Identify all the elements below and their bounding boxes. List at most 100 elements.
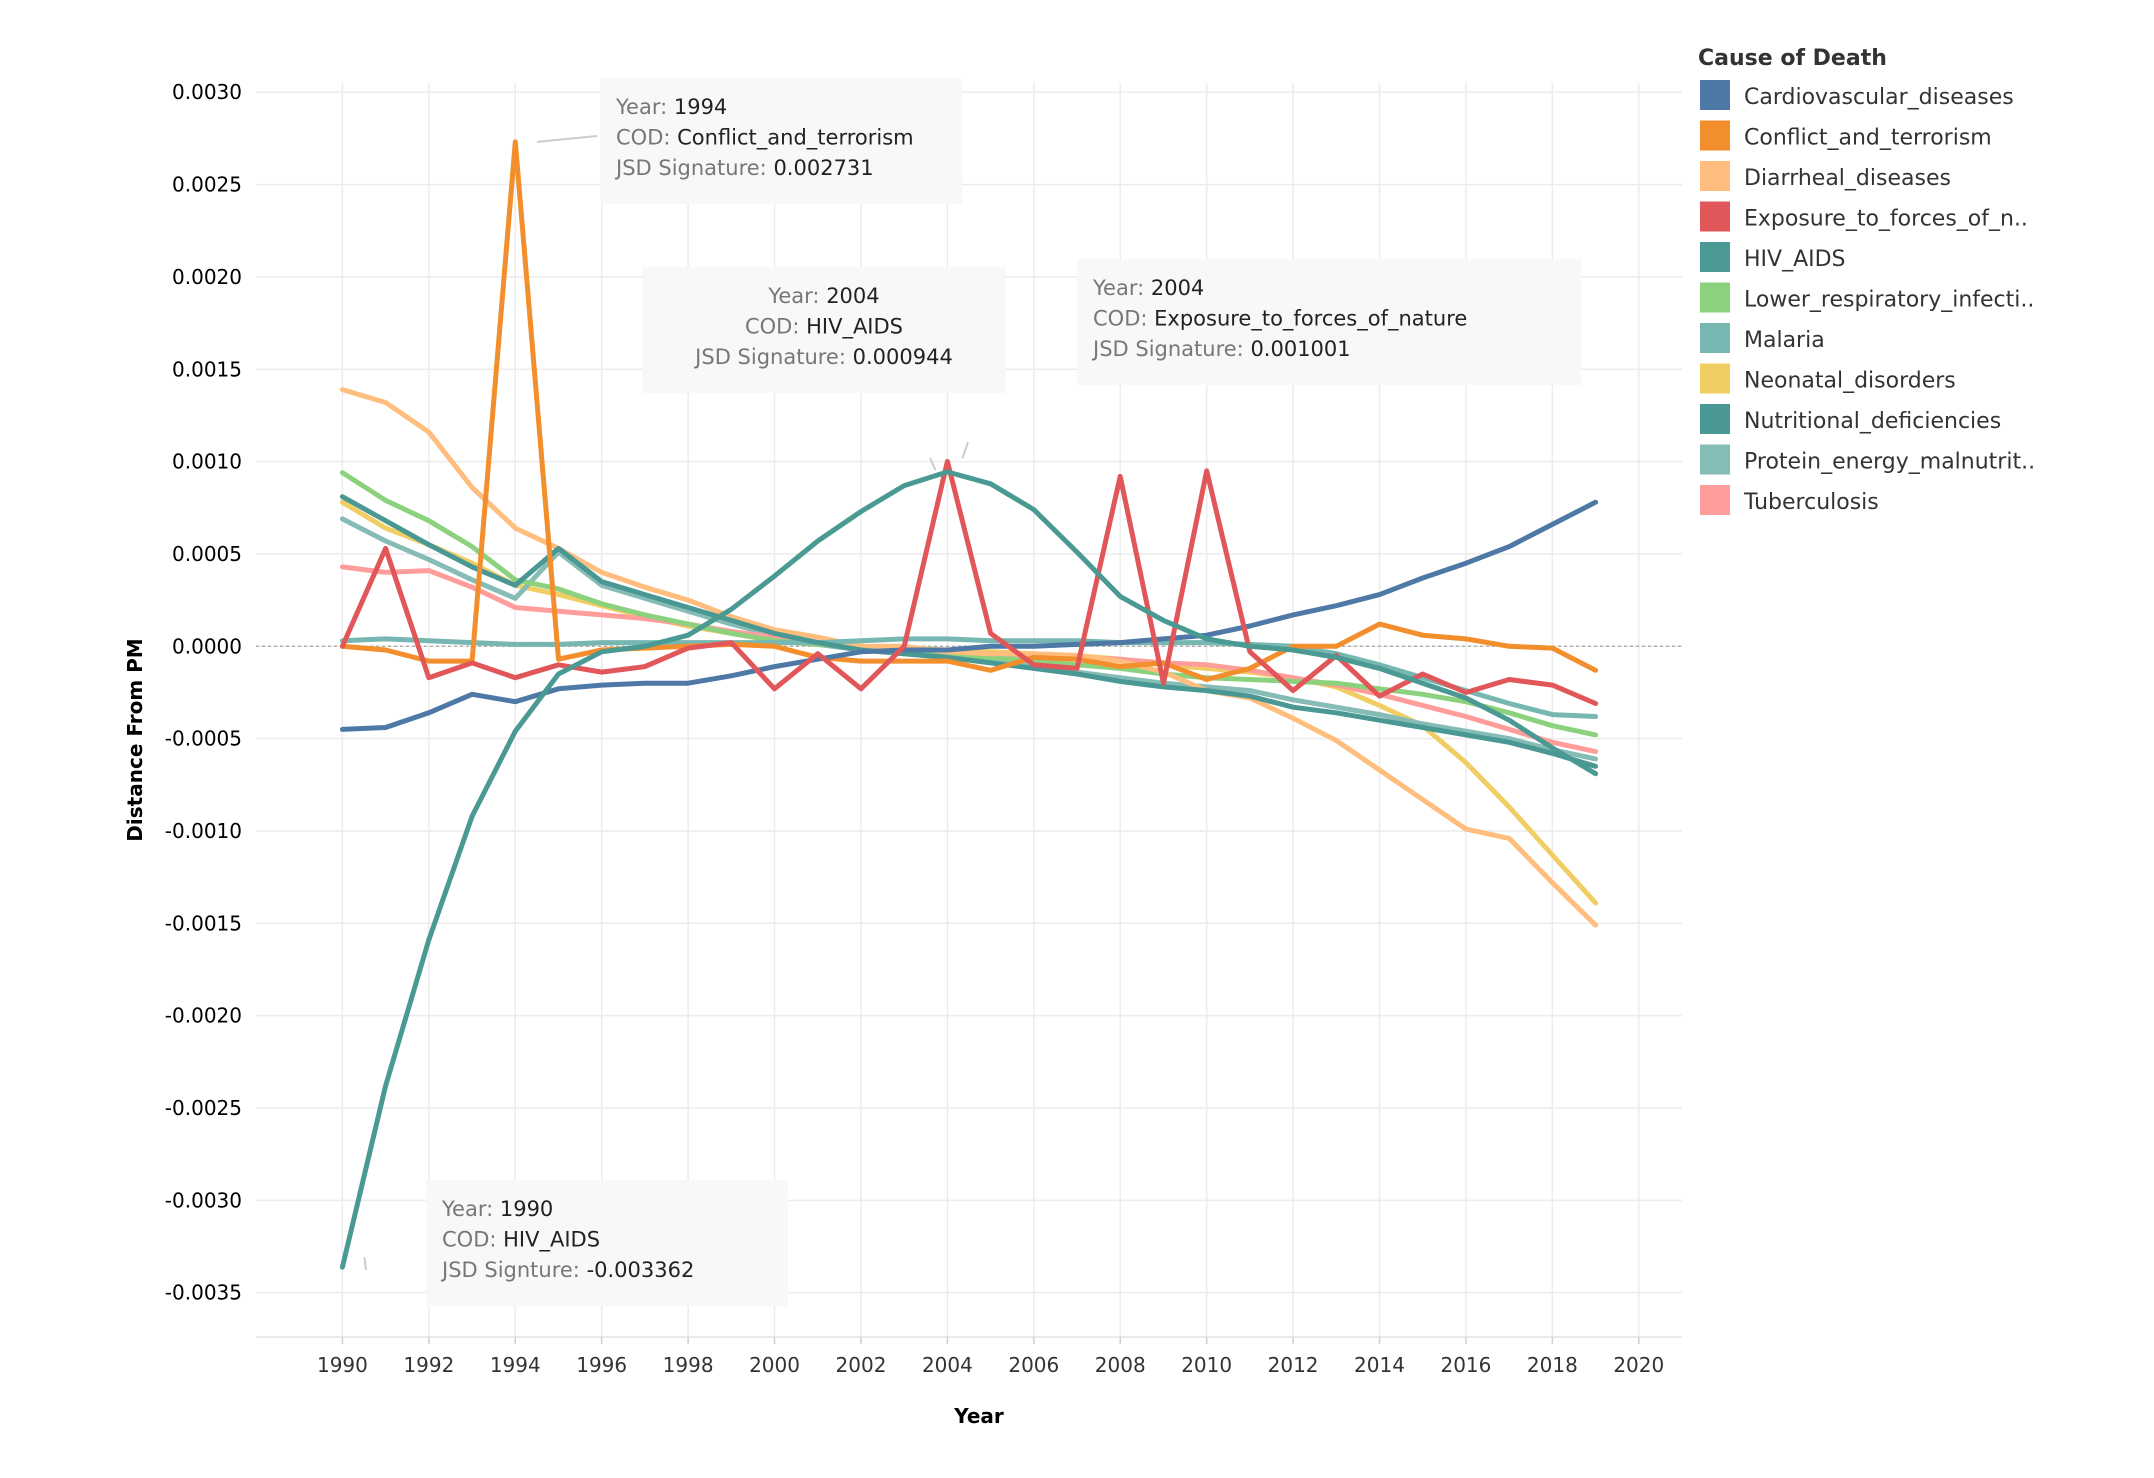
y-axis-title: Distance From PM — [123, 638, 147, 841]
x-tick-label: 1994 — [490, 1353, 541, 1377]
annotation-value: 1990 — [500, 1197, 553, 1221]
series-line-HIV_AIDS — [339, 469, 1599, 1270]
annotation-line: COD: Conflict_and_terrorism — [616, 126, 914, 151]
legend-item: Conflict_and_terrorism — [1700, 120, 1992, 151]
annotation-line: Year: 2004 — [767, 284, 879, 308]
annotation-tooltip: Year: 2004 COD: HIV_AIDS JSD Signature: 0.… — [642, 267, 1006, 471]
x-tick-label: 2014 — [1354, 1353, 1405, 1377]
annotation-key: JSD Signature: — [1091, 337, 1250, 361]
annotation-key: COD: — [442, 1228, 503, 1252]
annotation-value: 1994 — [674, 95, 727, 119]
x-tick-label: 2012 — [1268, 1353, 1319, 1377]
x-tick-label: 2010 — [1181, 1353, 1232, 1377]
x-axis: 1990 1992 1994 1996 1998 2000 2002 2004 2006 2008… — [256, 1336, 1682, 1377]
series-lines — [339, 139, 1599, 1270]
annotation-key: JSD Signature: — [614, 156, 773, 180]
legend-label: Malaria — [1744, 328, 1825, 353]
legend-item: Nutritional_deficiencies — [1700, 404, 2001, 434]
x-tick-label: 2006 — [1008, 1353, 1059, 1377]
legend-label: Nutritional_deficiencies — [1744, 409, 2001, 434]
annotation-leader — [363, 1257, 367, 1271]
x-tick-label: 1992 — [403, 1353, 454, 1377]
legend-item: Protein_energy_malnutrit.. — [1700, 444, 2035, 475]
annotation-key: Year: — [441, 1197, 500, 1221]
legend-swatch — [1700, 363, 1730, 394]
legend-label: Protein_energy_malnutrit.. — [1744, 450, 2035, 475]
legend-swatch — [1700, 80, 1730, 110]
y-tick-label: -0.0010 — [165, 819, 242, 843]
legend-label: Lower_respiratory_infecti.. — [1744, 288, 2034, 313]
legend-item: Lower_respiratory_infecti.. — [1700, 282, 2034, 313]
x-tick-label: 2016 — [1440, 1353, 1491, 1377]
legend-label: Tuberculosis — [1743, 490, 1879, 515]
legend-item: Tuberculosis — [1700, 485, 1879, 515]
y-tick-label: 0.0030 — [172, 80, 242, 104]
legend-item: Exposure_to_forces_of_n.. — [1700, 201, 2028, 232]
legend-label: Conflict_and_terrorism — [1744, 126, 1992, 151]
annotation-line: Year: 1994 — [615, 95, 727, 119]
y-tick-label: -0.0035 — [165, 1281, 242, 1305]
annotation-line: COD: HIV_AIDS — [442, 1228, 600, 1253]
legend-swatch — [1700, 444, 1730, 475]
legend-swatch — [1700, 485, 1730, 515]
y-tick-label: 0.0010 — [172, 450, 242, 474]
legend-label: HIV_AIDS — [1744, 247, 1846, 272]
gridlines — [256, 83, 1682, 1337]
legend: Cause of Death Cardiovascular_diseases Co… — [1698, 46, 2035, 515]
annotation-value: 2004 — [826, 284, 879, 308]
annotation-value: HIV_AIDS — [806, 315, 903, 340]
annotation-value: 0.000944 — [853, 345, 953, 369]
series-line-Exposure_to_forces_of_nature — [339, 458, 1599, 706]
annotation-line: JSD Signture: -0.003362 — [440, 1258, 694, 1282]
legend-item: Diarrheal_diseases — [1700, 161, 1951, 191]
annotation-key: JSD Signature: — [693, 345, 852, 369]
legend-swatch — [1700, 201, 1730, 232]
annotation-key: COD: — [1093, 307, 1154, 331]
legend-label: Cardiovascular_diseases — [1744, 85, 2014, 110]
annotation-tooltip: Year: 1990 COD: HIV_AIDS JSD Signture: -0.… — [363, 1180, 788, 1306]
legend-item: Neonatal_disorders — [1700, 363, 1956, 394]
annotation-line: JSD Signature: 0.002731 — [614, 156, 874, 180]
x-tick-label: 1998 — [663, 1353, 714, 1377]
series-line-Conflict_and_terrorism — [339, 139, 1599, 682]
annotation-line: Year: 2004 — [1092, 276, 1204, 300]
annotation-key: Year: — [615, 95, 674, 119]
annotation-value: 0.001001 — [1250, 337, 1350, 361]
x-tick-label: 2020 — [1613, 1353, 1664, 1377]
y-tick-label: 0.0005 — [172, 542, 242, 566]
legend-label: Diarrheal_diseases — [1744, 166, 1951, 191]
annotation-line: COD: Exposure_to_forces_of_nature — [1093, 307, 1467, 332]
annotation-line: COD: HIV_AIDS — [745, 315, 903, 340]
legend-label: Exposure_to_forces_of_n.. — [1744, 207, 2028, 232]
x-tick-label: 2008 — [1095, 1353, 1146, 1377]
annotation-value: 2004 — [1151, 276, 1204, 300]
annotation-box — [426, 1180, 788, 1306]
legend-swatch — [1700, 404, 1730, 434]
x-axis-title: Year — [953, 1404, 1004, 1428]
y-tick-label: 0.0000 — [172, 634, 242, 658]
annotation-value: 0.002731 — [773, 156, 873, 180]
x-tick-label: 2004 — [922, 1353, 973, 1377]
y-tick-label: 0.0015 — [172, 357, 242, 381]
annotation-box — [642, 267, 1006, 393]
annotation-line: Year: 1990 — [441, 1197, 553, 1221]
x-tick-label: 2018 — [1527, 1353, 1578, 1377]
x-tick-label: 2002 — [836, 1353, 887, 1377]
legend-swatch — [1700, 161, 1730, 191]
y-axis: 0.0030 0.0025 0.0020 0.0015 0.0010 0.0005 0.00… — [165, 80, 242, 1304]
series-line-Malaria — [339, 636, 1599, 719]
annotation-key: Year: — [1092, 276, 1151, 300]
x-tick-label: 1990 — [317, 1353, 368, 1377]
y-tick-label: -0.0015 — [165, 911, 242, 935]
annotation-leader — [961, 441, 969, 459]
annotation-value: HIV_AIDS — [503, 1228, 600, 1253]
annotation-tooltip: Year: 2004 COD: Exposure_to_forces_of_nat… — [961, 259, 1581, 459]
annotation-value: -0.003362 — [587, 1258, 695, 1282]
y-tick-label: -0.0030 — [165, 1188, 242, 1212]
legend-swatch — [1700, 282, 1730, 313]
x-tick-label: 1996 — [576, 1353, 627, 1377]
legend-swatch — [1700, 120, 1730, 151]
series-line-Cardiovascular_diseases — [339, 499, 1599, 732]
